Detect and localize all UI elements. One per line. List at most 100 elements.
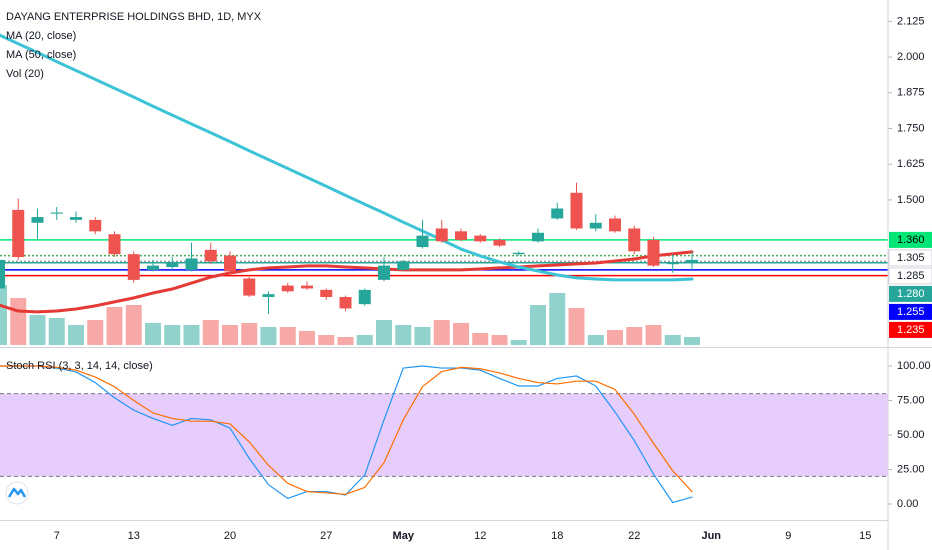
logo	[5, 481, 29, 505]
candle-body	[262, 294, 275, 298]
main-pane	[0, 33, 888, 345]
y-tick-label: 75.00	[897, 394, 925, 406]
stoch-line	[0, 365, 693, 504]
y-tick-label: 50.00	[897, 429, 925, 441]
candle-body	[628, 228, 641, 252]
candle-body	[358, 289, 371, 305]
volume-bar	[645, 325, 662, 345]
legend-entry: MA (20, close)	[6, 30, 76, 42]
volume-bar	[299, 331, 315, 345]
volume-bar	[106, 307, 123, 345]
y-tick-label: 2.000	[897, 51, 925, 63]
volume-bar	[607, 330, 623, 345]
y-tick-label: 2.125	[897, 15, 925, 27]
x-tick-label: 9	[785, 530, 791, 542]
candle-body	[166, 262, 179, 268]
volume-bar	[260, 327, 277, 345]
volume-bar	[376, 320, 392, 345]
moving-average	[0, 33, 694, 282]
candle-body	[455, 231, 467, 240]
level-label: 1.285	[897, 270, 925, 282]
candle-body	[320, 289, 333, 298]
volume-bar	[241, 323, 258, 345]
volume-bar	[68, 325, 84, 345]
candle-body	[570, 192, 583, 229]
candle-body	[31, 217, 44, 223]
volume-bar	[337, 337, 354, 345]
volume-bar	[318, 335, 335, 345]
volume-bar	[164, 325, 181, 345]
band-fill	[0, 393, 888, 477]
level-label-bg	[889, 303, 932, 320]
x-tick-label: 20	[224, 530, 236, 542]
volume-bar	[356, 335, 373, 345]
candle-body	[204, 249, 217, 262]
level-label: 1.280	[897, 288, 925, 300]
volume-bar	[183, 325, 200, 345]
candle-body	[435, 228, 448, 242]
candle-body	[666, 262, 679, 265]
volume-bar	[222, 325, 238, 345]
candle-body	[474, 235, 487, 242]
moving-average	[0, 250, 694, 314]
level-label-bg	[888, 249, 932, 267]
candle-body	[185, 258, 198, 270]
volume-bar	[125, 305, 142, 345]
candle-body	[0, 259, 5, 289]
stoch-line	[0, 365, 693, 495]
volume-bar	[684, 337, 700, 345]
volume-bar	[626, 327, 643, 345]
level-label: 1.360	[897, 234, 925, 246]
candle-body	[416, 235, 429, 248]
candle-body	[127, 254, 140, 280]
y-tick-label: 100.00	[897, 360, 931, 372]
chart-title: DAYANG ENTERPRISE HOLDINGS BHD, 1D, MYX	[6, 11, 262, 23]
candle-body	[301, 285, 313, 289]
y-tick-label: 1.875	[897, 87, 925, 99]
level-label: 1.235	[897, 324, 925, 336]
candle-body	[281, 285, 294, 292]
volume-bar	[453, 323, 469, 345]
candle-body	[493, 239, 506, 246]
x-tick-label: May	[393, 530, 415, 542]
stoch-pane	[0, 365, 888, 504]
level-label: 1.255	[897, 306, 925, 318]
volume-bar	[279, 327, 296, 345]
y-tick-label: 1.625	[897, 158, 925, 170]
candle-body	[397, 261, 410, 270]
level-label-bg	[888, 267, 932, 285]
volume-bar	[414, 327, 431, 345]
legend-entry: MA (50, close)	[6, 49, 76, 61]
candle-body	[12, 209, 25, 258]
candle-body	[243, 278, 256, 296]
candle-body	[551, 208, 564, 219]
x-tick-label: 15	[859, 530, 871, 542]
candle-body	[589, 222, 602, 229]
candle-body	[108, 234, 121, 255]
volume-bar	[433, 320, 450, 345]
y-tick-label: 25.00	[897, 463, 925, 475]
x-tick-label: 18	[551, 530, 563, 542]
y-tick-label: 1.750	[897, 122, 925, 134]
candle-body	[339, 297, 352, 309]
volume-bar	[29, 315, 46, 345]
candle-body	[147, 265, 159, 270]
x-tick-label: Jun	[701, 530, 721, 542]
x-tick-label: 13	[128, 530, 140, 542]
candle-body	[89, 219, 102, 232]
volume-bar	[472, 333, 489, 345]
candle-body	[378, 265, 390, 280]
level-label: 1.305	[897, 252, 925, 264]
volume-bar	[587, 335, 604, 345]
y-tick-label: 0.00	[897, 498, 918, 510]
x-tick-label: 27	[320, 530, 332, 542]
volume-bar	[568, 308, 585, 345]
candle-body	[532, 232, 544, 242]
volume-bar	[395, 325, 412, 345]
candle-body	[647, 239, 660, 266]
volume-bar	[0, 285, 7, 345]
x-tick-label: 12	[474, 530, 486, 542]
volume-bar	[87, 320, 104, 345]
candle-body	[609, 218, 621, 232]
volume-bar	[10, 298, 27, 345]
